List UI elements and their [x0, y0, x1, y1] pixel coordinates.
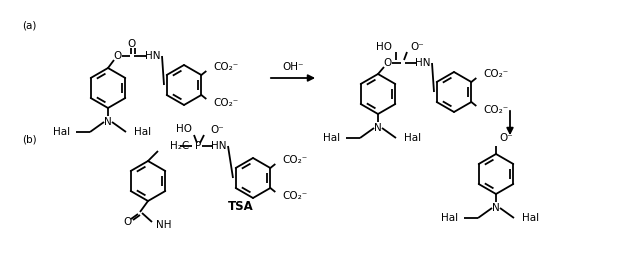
- Text: O: O: [384, 58, 392, 68]
- Text: P: P: [195, 141, 201, 151]
- Text: NH: NH: [156, 220, 172, 230]
- Text: CO₂⁻: CO₂⁻: [213, 62, 239, 72]
- Text: Hal: Hal: [522, 213, 539, 223]
- Text: CO₂⁻: CO₂⁻: [283, 191, 307, 201]
- Text: CO₂⁻: CO₂⁻: [283, 155, 307, 165]
- Text: O: O: [124, 217, 132, 227]
- Text: (b): (b): [22, 134, 36, 144]
- Text: HO: HO: [376, 42, 392, 52]
- Text: Hal: Hal: [134, 127, 151, 137]
- Text: Hal: Hal: [441, 213, 458, 223]
- Text: H₂C: H₂C: [170, 141, 189, 151]
- Text: HO: HO: [176, 124, 192, 134]
- Text: N: N: [492, 203, 500, 213]
- Text: N: N: [374, 123, 382, 133]
- Text: O: O: [128, 39, 136, 49]
- Text: O⁻: O⁻: [210, 125, 224, 135]
- Text: O: O: [114, 51, 122, 61]
- Text: CO₂⁻: CO₂⁻: [483, 69, 508, 79]
- Text: CO₂⁻: CO₂⁻: [213, 98, 239, 108]
- Text: CO₂⁻: CO₂⁻: [483, 105, 508, 115]
- Text: HN: HN: [211, 141, 227, 151]
- Text: O⁻: O⁻: [499, 133, 513, 143]
- Text: (a): (a): [22, 20, 36, 30]
- Text: Hal: Hal: [53, 127, 70, 137]
- Text: Hal: Hal: [323, 133, 340, 143]
- Text: TSA: TSA: [228, 199, 254, 212]
- Text: HN: HN: [415, 58, 431, 68]
- Text: HN: HN: [145, 51, 161, 61]
- Text: OH⁻: OH⁻: [282, 62, 304, 72]
- Text: N: N: [104, 117, 112, 127]
- Text: Hal: Hal: [404, 133, 421, 143]
- Text: O⁻: O⁻: [410, 42, 424, 52]
